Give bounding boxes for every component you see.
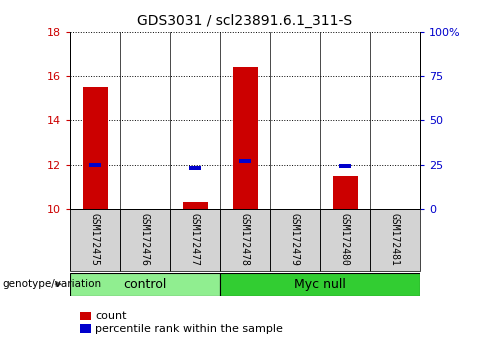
Text: GSM172480: GSM172480	[340, 213, 350, 266]
Bar	[170, 209, 220, 271]
Bar	[120, 209, 170, 271]
Bar	[182, 202, 208, 209]
Text: GSM172477: GSM172477	[190, 213, 200, 266]
Text: GSM172478: GSM172478	[240, 213, 250, 266]
Bar	[89, 163, 101, 167]
Text: Myc null: Myc null	[294, 278, 346, 291]
Bar	[339, 164, 351, 169]
Text: GSM172479: GSM172479	[290, 213, 300, 266]
Bar	[70, 273, 220, 296]
Bar	[220, 209, 270, 271]
Bar	[239, 159, 252, 163]
Bar	[370, 209, 420, 271]
Text: GSM172476: GSM172476	[140, 213, 150, 266]
Bar	[232, 67, 258, 209]
Text: count: count	[95, 311, 126, 321]
Text: control: control	[124, 278, 166, 291]
Text: GSM172481: GSM172481	[390, 213, 400, 266]
Bar	[320, 209, 370, 271]
Bar	[332, 176, 357, 209]
Text: GSM172475: GSM172475	[90, 213, 100, 266]
Bar	[189, 166, 201, 170]
Bar	[220, 273, 420, 296]
Bar	[82, 87, 108, 209]
Bar	[270, 209, 320, 271]
Text: genotype/variation: genotype/variation	[2, 279, 102, 289]
Title: GDS3031 / scl23891.6.1_311-S: GDS3031 / scl23891.6.1_311-S	[138, 14, 352, 28]
Bar	[70, 209, 120, 271]
Text: percentile rank within the sample: percentile rank within the sample	[95, 324, 283, 333]
